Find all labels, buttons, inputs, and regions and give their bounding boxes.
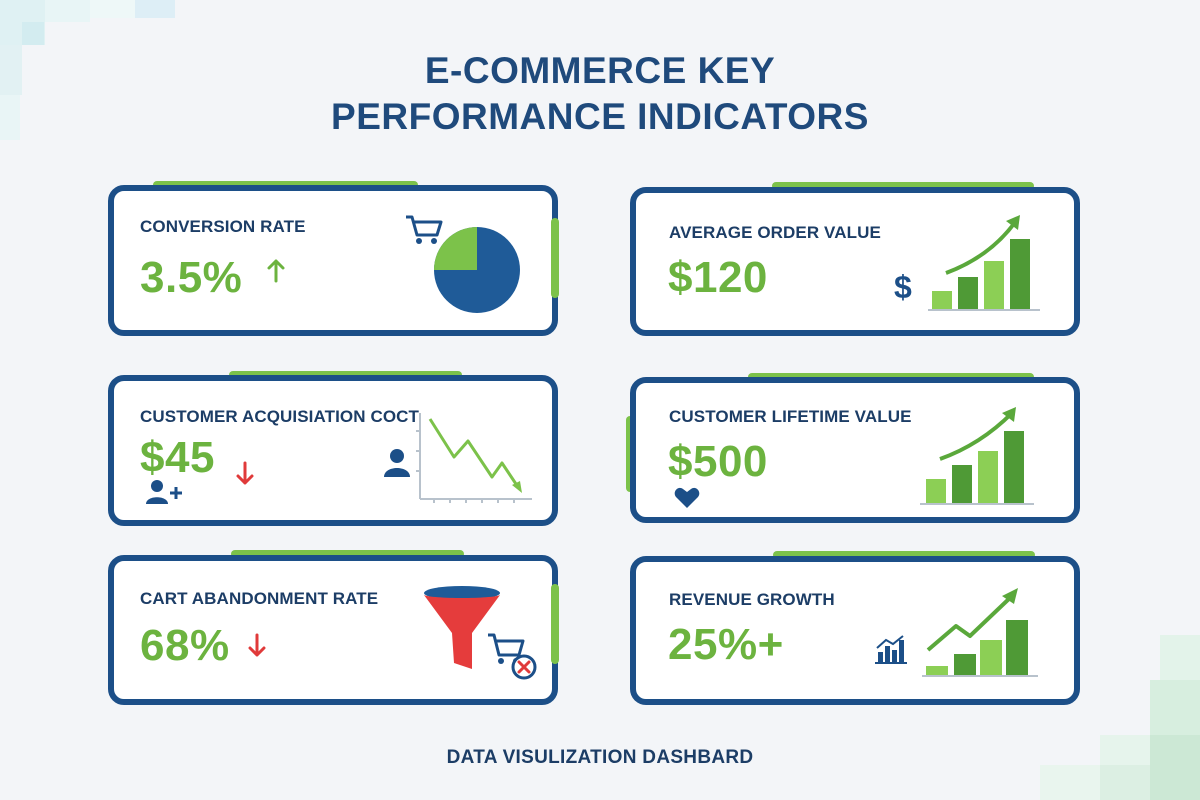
card-accent-top <box>773 551 1035 559</box>
kpi-value: 68% <box>140 621 230 670</box>
trend-down-arrow-icon <box>236 461 254 485</box>
page-title: E-COMMERCE KEY PERFORMANCE INDICATORS <box>0 48 1200 140</box>
kpi-card-customer-lifetime-value: CUSTOMER LIFETIME VALUE $500 <box>630 377 1080 523</box>
declining-line-chart-icon <box>416 413 532 503</box>
kpi-value: 25%+ <box>668 620 784 669</box>
kpi-label: CUSTOMER LIFETIME VALUE <box>669 407 912 426</box>
kpi-label: AVERAGE ORDER VALUE <box>669 223 881 242</box>
corner-decoration-top-left <box>0 0 175 140</box>
add-user-icon <box>146 480 182 504</box>
cart-icon <box>406 215 443 244</box>
pie-chart-icon <box>434 227 520 313</box>
user-icon <box>384 449 410 477</box>
footer-caption: DATA VISULIZATION DASHBARD <box>446 747 754 768</box>
kpi-label: CUSTOMER ACQUISIATION COCT <box>140 407 420 426</box>
trend-up-arrow-icon <box>267 259 285 283</box>
bar-growth-chart-icon <box>922 588 1038 677</box>
kpi-card-cart-abandonment-rate: CART ABANDONMENT RATE 68% <box>108 555 558 705</box>
corner-decoration-bottom-right <box>1040 635 1200 800</box>
page-title-line-2: PERFORMANCE INDICATORS <box>331 96 869 137</box>
kpi-card-average-order-value: AVERAGE ORDER VALUE $120 $ <box>630 187 1080 336</box>
kpi-value: $120 <box>668 253 768 302</box>
kpi-label: REVENUE GROWTH <box>669 590 835 609</box>
page-title-line-1: E-COMMERCE KEY <box>424 50 776 91</box>
dollar-icon: $ <box>894 269 912 305</box>
bar-growth-chart-icon <box>928 215 1040 311</box>
kpi-value: $45 <box>140 433 215 482</box>
trend-down-arrow-icon <box>248 633 266 657</box>
bar-growth-chart-icon <box>920 407 1034 505</box>
cart-remove-icon <box>488 633 537 680</box>
kpi-card-conversion-rate: CONVERSION RATE 3.5% <box>108 185 558 336</box>
card-accent-side <box>551 584 559 664</box>
heart-icon <box>674 487 700 508</box>
small-bar-chart-icon <box>875 635 907 664</box>
funnel-icon <box>424 586 500 669</box>
kpi-card-revenue-growth: REVENUE GROWTH 25%+ <box>630 556 1080 705</box>
kpi-card-customer-acquisition-cost: CUSTOMER ACQUISIATION COCT $45 <box>108 375 558 526</box>
card-accent-top <box>231 550 464 558</box>
kpi-value: $500 <box>668 437 768 486</box>
card-accent-side <box>551 218 559 298</box>
kpi-value: 3.5% <box>140 253 243 302</box>
kpi-label: CONVERSION RATE <box>140 217 306 236</box>
card-accent-top <box>772 182 1034 190</box>
kpi-label: CART ABANDONMENT RATE <box>140 589 379 608</box>
